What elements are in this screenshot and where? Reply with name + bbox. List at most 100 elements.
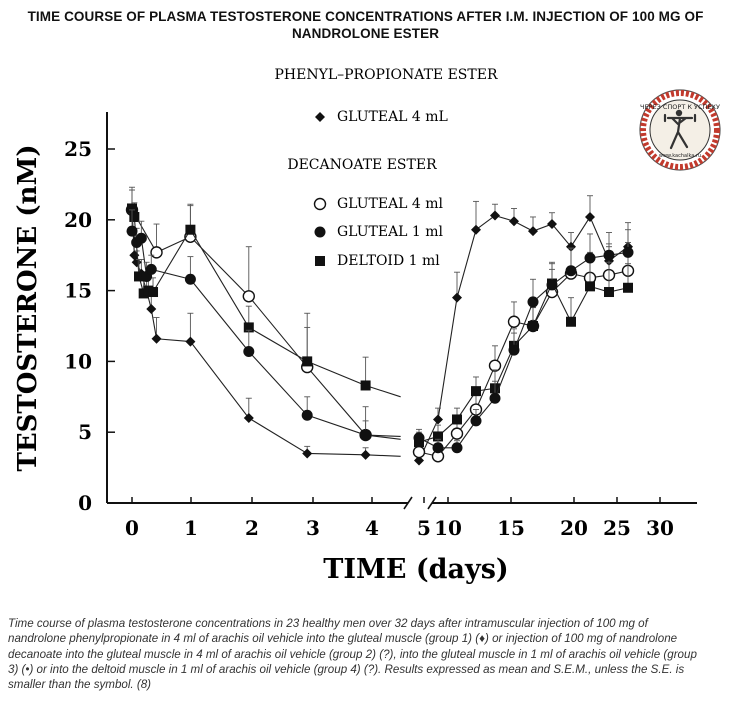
figure-caption: Time course of plasma testosterone conce… xyxy=(8,617,697,692)
x-tick-label: 30 xyxy=(646,516,674,540)
data-point xyxy=(126,225,138,237)
data-point xyxy=(452,292,462,303)
data-point xyxy=(127,203,137,214)
data-point xyxy=(509,216,519,227)
chart-title: TIME COURSE OF PLASMA TESTOSTERONE CONCE… xyxy=(0,8,731,42)
chart-title-line2: NANDROLONE ESTER xyxy=(291,26,440,41)
watermark-url: www.kachalka.ru xyxy=(659,153,701,159)
data-point xyxy=(566,241,576,252)
watermark-text: ЧЕРЕЗ СПОРТ К УСПЕХУ xyxy=(640,103,720,111)
data-point xyxy=(528,226,538,237)
data-point xyxy=(360,380,371,391)
data-point xyxy=(413,432,425,444)
data-point xyxy=(184,273,196,285)
x-tick-label: 5 xyxy=(417,516,431,540)
chart-title-line1: TIME COURSE OF PLASMA TESTOSTERONE CONCE… xyxy=(27,9,704,24)
data-point xyxy=(566,316,576,327)
data-point xyxy=(451,442,463,454)
data-point xyxy=(433,431,443,442)
data-point xyxy=(151,333,162,344)
data-point xyxy=(129,211,140,222)
legend-item-gluteal-4ml-decanoate: GLUTEAL 4 ml xyxy=(313,196,444,212)
data-point xyxy=(585,281,595,292)
legend-item-deltoid-1ml-decanoate: DELTOID 1 ml xyxy=(315,253,440,269)
data-point xyxy=(508,344,520,356)
data-point xyxy=(546,279,558,291)
testosterone-line-chart: ЧЕРЕЗ СПОРТ К УСПЕХУ www.kachalka.ru PHE… xyxy=(13,67,721,585)
data-point xyxy=(490,210,500,221)
x-tick-label: 25 xyxy=(603,516,631,540)
y-tick-label: 15 xyxy=(64,279,92,303)
data-point xyxy=(585,211,595,222)
y-tick-label: 5 xyxy=(78,420,92,444)
legend-marker xyxy=(315,112,325,122)
y-axis-label: TESTOSTERONE (nM) xyxy=(13,144,43,471)
legend-marker xyxy=(314,226,326,238)
data-point xyxy=(450,427,464,440)
legend-group1-title: PHENYL–PROPIONATE ESTER xyxy=(274,67,497,83)
data-point xyxy=(471,224,481,235)
data-point xyxy=(135,232,147,244)
data-point xyxy=(547,219,557,230)
data-point xyxy=(243,413,254,424)
data-point xyxy=(470,415,482,427)
axis-break xyxy=(403,496,437,510)
data-point xyxy=(622,246,634,258)
data-point xyxy=(360,429,372,441)
x-tick-label: 15 xyxy=(497,516,525,540)
y-tick-label: 20 xyxy=(64,208,92,232)
data-point xyxy=(565,265,577,277)
plot-area xyxy=(125,186,635,466)
data-point xyxy=(433,414,443,425)
series-filled-circle xyxy=(126,209,634,454)
data-point xyxy=(242,290,256,303)
series-line xyxy=(418,214,629,461)
data-point xyxy=(145,263,157,275)
series-line xyxy=(418,282,629,443)
x-tick-label: 20 xyxy=(560,516,588,540)
data-point xyxy=(603,249,615,261)
data-point xyxy=(452,414,462,425)
x-tick-label: 1 xyxy=(184,516,198,540)
x-axis-label: TIME (days) xyxy=(323,554,508,585)
legend-item-gluteal-4ml-phenyl: GLUTEAL 4 mL xyxy=(315,109,448,125)
legend-label: DELTOID 1 ml xyxy=(337,253,440,269)
legend-label: GLUTEAL 4 mL xyxy=(337,109,448,125)
data-point xyxy=(414,455,424,466)
data-point xyxy=(301,409,313,421)
data-point xyxy=(185,224,196,235)
data-point xyxy=(489,392,501,404)
data-point xyxy=(623,282,633,293)
y-ticks: 0 5 10 15 20 25 xyxy=(64,137,115,515)
data-point xyxy=(507,315,521,328)
data-point xyxy=(527,296,539,308)
data-point xyxy=(148,287,159,298)
legend-label: GLUTEAL 1 ml xyxy=(337,224,444,240)
data-point xyxy=(243,322,254,333)
series-line xyxy=(418,270,629,457)
watermark-logo: ЧЕРЕЗ СПОРТ К УСПЕХУ www.kachalka.ru xyxy=(639,89,721,171)
data-point xyxy=(584,252,596,264)
x-tick-label: 10 xyxy=(434,516,462,540)
data-point xyxy=(360,449,371,460)
data-point xyxy=(471,386,481,397)
legend-label: GLUTEAL 4 ml xyxy=(337,196,444,212)
data-point xyxy=(134,271,145,282)
x-tick-label: 3 xyxy=(306,516,320,540)
data-point xyxy=(432,442,444,454)
data-point xyxy=(302,356,313,367)
legend-marker xyxy=(315,256,325,266)
series-line xyxy=(418,251,629,449)
y-tick-label: 25 xyxy=(64,137,92,161)
x-tick-label: 2 xyxy=(245,516,259,540)
series-filled-square xyxy=(127,189,633,448)
x-tick-label: 4 xyxy=(365,516,379,540)
y-tick-label: 0 xyxy=(78,491,92,515)
data-point xyxy=(412,445,426,459)
data-point xyxy=(604,287,614,298)
x-ticks: 0 1 2 3 4 5 10 15 20 25 30 xyxy=(125,497,674,540)
data-point xyxy=(243,345,255,357)
series-line xyxy=(131,209,401,437)
data-point xyxy=(150,246,163,259)
data-point xyxy=(146,304,157,315)
